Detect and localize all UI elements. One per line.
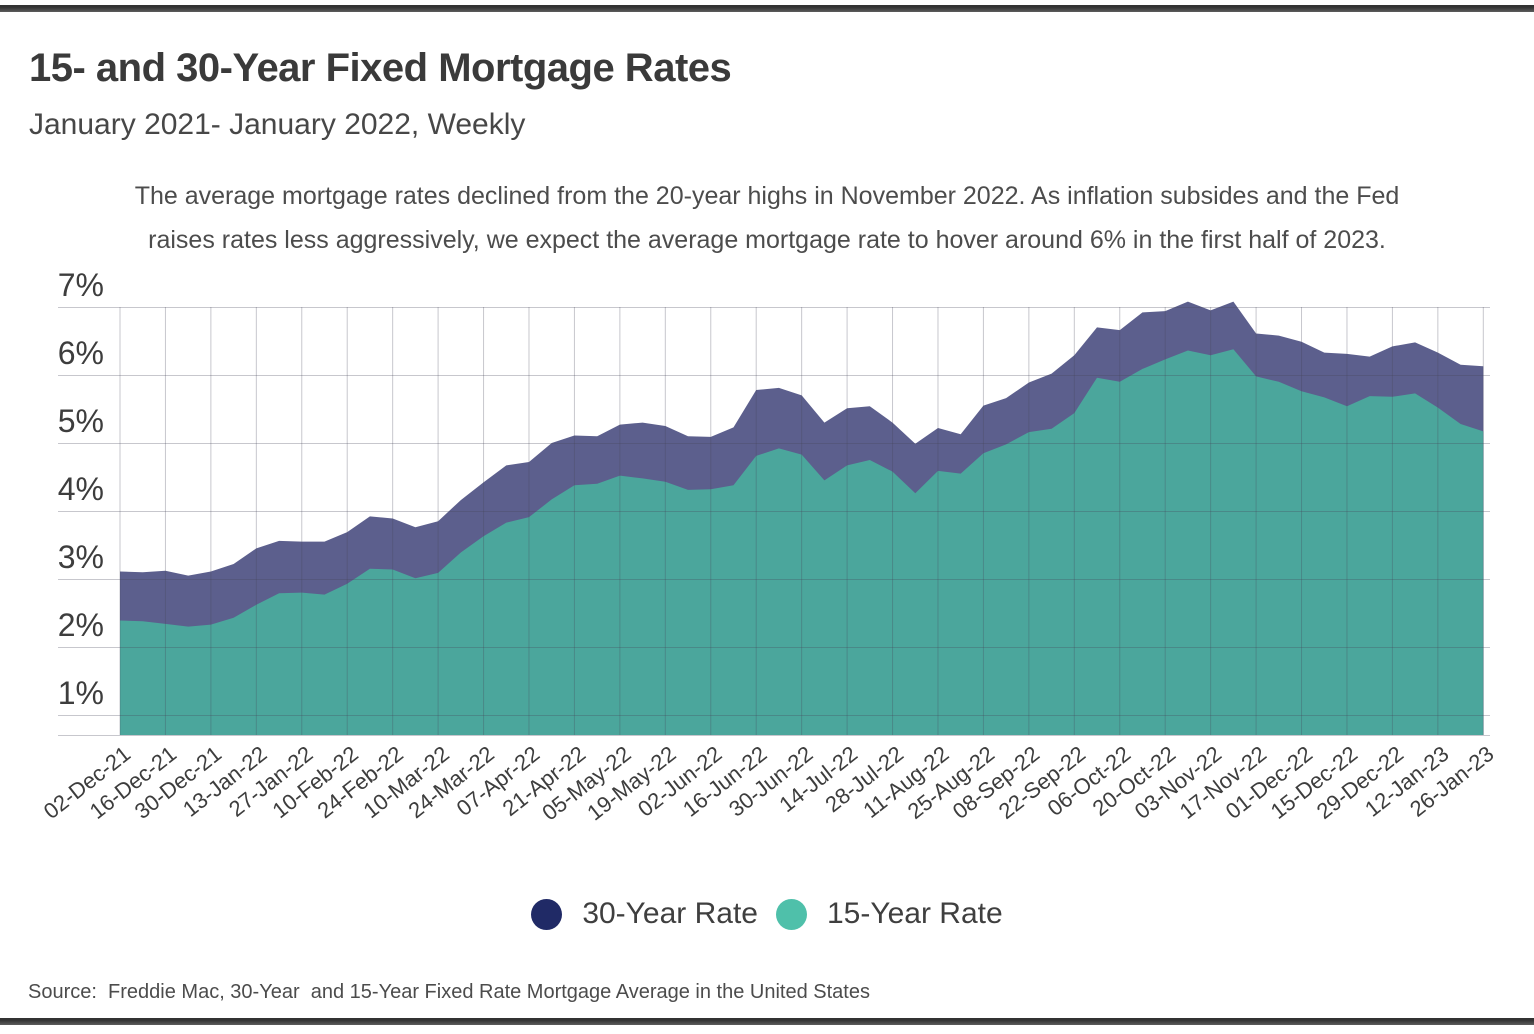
- x-axis-label-text: 01-Dec-22: [1220, 741, 1317, 824]
- page-title: 15- and 30-Year Fixed Mortgage Rates: [29, 46, 732, 90]
- x-axis-label-text: 27-Jan-22: [223, 741, 318, 822]
- x-axis-label-text: 16-Jun-22: [678, 741, 772, 822]
- x-axis-label-text: 24-Mar-22: [403, 741, 499, 824]
- x-axis-label-text: 29-Dec-22: [1311, 741, 1408, 824]
- x-axis-label-text: 14-Jul-22: [774, 741, 863, 818]
- y-axis-label-7pct: 7%: [57, 267, 104, 303]
- x-axis-label-text: 05-May-22: [537, 741, 636, 826]
- annotation-line-1: The average mortgage rates declined from…: [134, 182, 1400, 210]
- area-15-year-rate: [120, 349, 1484, 735]
- x-axis-label-text: 07-Apr-22: [451, 741, 545, 821]
- source-note: Source: Freddie Mac, 30-Year and 15-Year…: [28, 981, 870, 1003]
- navy-circle-icon: [531, 898, 563, 930]
- x-axis-label-text: 15-Dec-22: [1266, 741, 1363, 824]
- page-subtitle: January 2021- January 2022, Weekly: [29, 108, 526, 141]
- x-axis-label-text: 22-Sep-22: [993, 741, 1090, 824]
- top-border-bar: [0, 5, 1534, 12]
- x-axis-label-text: 24-Feb-22: [312, 741, 409, 824]
- y-axis-label-3pct: 3%: [57, 539, 104, 575]
- teal-circle-icon: [776, 898, 807, 930]
- rates-area-chart: [58, 301, 1490, 736]
- x-axis-label-text: 02-Dec-21: [39, 741, 136, 824]
- area-30-year-rate: [120, 301, 1484, 735]
- x-axis-label-text: 10-Mar-22: [358, 741, 454, 824]
- x-axis-label-text: 11-Aug-22: [858, 741, 954, 823]
- legend-label: 30-Year Rate: [582, 897, 758, 930]
- y-axis-label-6pct: 6%: [57, 335, 104, 371]
- x-axis-label-text: 16-Dec-21: [84, 741, 181, 824]
- x-axis-label-text: 10-Feb-22: [267, 741, 363, 824]
- x-axis-label-text: 12-Jan-23: [1359, 741, 1454, 822]
- x-axis-label-text: 25-Aug-22: [902, 741, 999, 824]
- y-axis-label-2pct: 2%: [57, 607, 104, 643]
- x-axis-label-text: 06-Oct-22: [1042, 741, 1136, 821]
- bottom-border-bar: [0, 1018, 1534, 1025]
- legend-label: 15-Year Rate: [827, 897, 1003, 930]
- legend-item-30-year-rate: 30-Year Rate: [531, 897, 758, 931]
- x-axis-label-text: 13-Jan-22: [178, 741, 272, 822]
- y-axis-label-1pct: 1%: [57, 675, 104, 711]
- x-axis-label-text: 02-Jun-22: [632, 741, 727, 822]
- y-axis-label-5pct: 5%: [57, 403, 104, 439]
- x-axis-label-text: 30-Jun-22: [723, 741, 818, 822]
- x-axis-label-text: 19-May-22: [582, 741, 681, 826]
- gridlines: [58, 307, 1490, 736]
- x-axis-label-text: 17-Nov-22: [1175, 741, 1272, 824]
- x-axis-label-text: 30-Dec-21: [129, 741, 227, 824]
- x-axis-label-text: 08-Sep-22: [947, 741, 1045, 824]
- legend-item-15-year-rate: 15-Year Rate: [776, 897, 1003, 931]
- x-axis-label-text: 28-Jul-22: [820, 741, 908, 818]
- y-axis-label-4pct: 4%: [57, 471, 104, 507]
- annotation-line-2: raises rates less aggressively, we expec…: [148, 226, 1386, 254]
- x-axis-label-text: 21-Apr-22: [497, 741, 590, 821]
- chart-annotation: The average mortgage rates declined from…: [70, 174, 1464, 262]
- x-axis-label-text: 03-Nov-22: [1129, 741, 1227, 824]
- x-axis-label-text: 20-Oct-22: [1088, 741, 1181, 821]
- chart-legend: 30-Year Rate 15-Year Rate: [0, 897, 1534, 931]
- x-axis-label-text: 26-Jan-23: [1405, 741, 1499, 822]
